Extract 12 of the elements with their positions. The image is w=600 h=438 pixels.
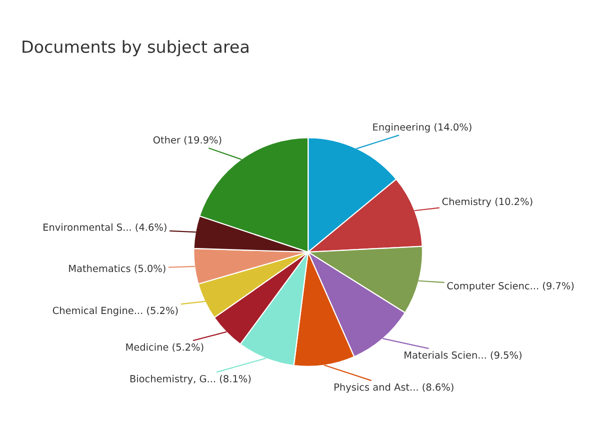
slice-label: Biochemistry, G... (8.1%) [130,374,251,384]
slice-label: Environmental S... (4.6%) [44,223,166,232]
slice-label: Chemical Engine... (5.2%) [52,306,178,316]
slice-label: Other (19.9%) [153,136,222,145]
slice-label: Medicine (5.2%) [126,343,204,352]
slice-label: Materials Scien... (9.5%) [404,351,522,360]
slice-label: Chemistry (10.2%) [442,198,532,208]
slice-label: Engineering (14.0%) [373,123,472,133]
slice-label: Mathematics (5.0%) [69,264,166,274]
chart-title: Documents by subject area [22,40,248,56]
slice-label: Physics and Ast... (8.6%) [334,383,454,393]
slice-label: Computer Scienc... (9.7%) [447,282,574,292]
